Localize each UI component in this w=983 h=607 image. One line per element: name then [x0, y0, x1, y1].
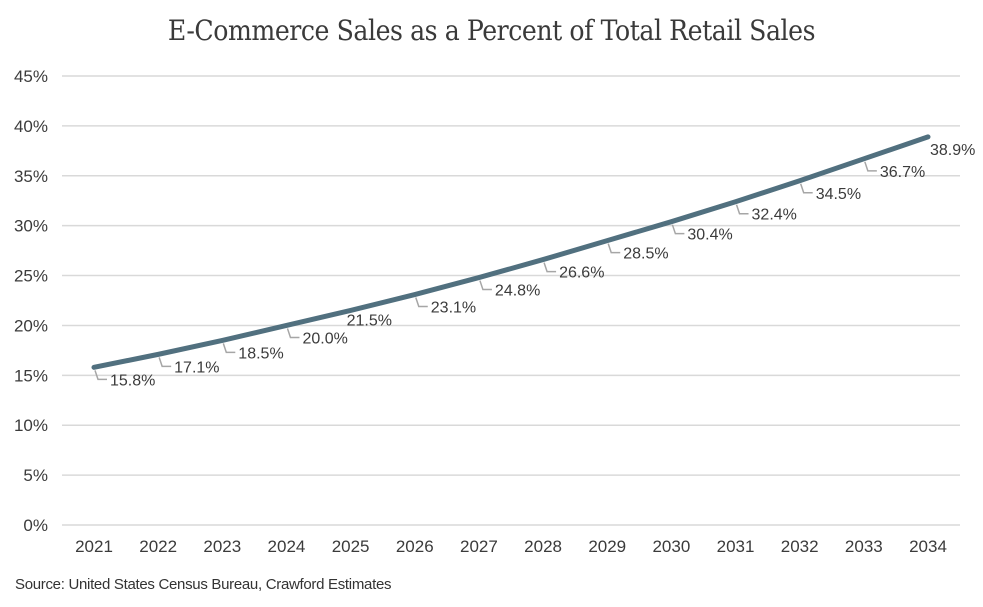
x-tick-label: 2029	[588, 537, 626, 556]
data-label: 24.8%	[495, 283, 540, 300]
data-label: 26.6%	[559, 265, 604, 282]
data-label: 23.1%	[431, 300, 476, 317]
leader-line	[799, 183, 813, 194]
source-note: Source: United States Census Bureau, Cra…	[15, 576, 392, 593]
data-label: 36.7%	[880, 164, 925, 181]
x-tick-label: 2022	[139, 537, 177, 556]
x-tick-label: 2023	[203, 537, 241, 556]
y-tick-label: 15%	[14, 366, 48, 385]
x-tick-label: 2028	[524, 537, 562, 556]
data-label-leader-lines	[94, 161, 877, 381]
x-tick-label: 2026	[396, 537, 434, 556]
leader-line	[479, 280, 492, 291]
x-tick-label: 2021	[75, 537, 113, 556]
leader-line	[415, 297, 428, 308]
y-tick-label: 35%	[14, 167, 48, 186]
y-tick-label: 10%	[14, 416, 48, 435]
x-tick-label: 2033	[845, 537, 883, 556]
y-tick-label: 30%	[14, 217, 48, 236]
gridlines	[62, 75, 960, 526]
leader-line	[158, 357, 172, 368]
x-tick-label: 2027	[460, 537, 498, 556]
leader-line	[543, 262, 557, 273]
x-axis-tick-labels: 2021 2022 2023 2024 2025 2026 2027 2028 2029 2030…	[75, 537, 947, 556]
y-tick-label: 20%	[14, 316, 48, 335]
data-label: 34.5%	[816, 186, 861, 203]
series-line	[91, 134, 931, 370]
leader-line	[607, 243, 621, 254]
chart-title: E-Commerce Sales as a Percent of Total R…	[167, 14, 816, 47]
data-label: 30.4%	[687, 227, 732, 244]
x-tick-label: 2031	[717, 537, 755, 556]
x-tick-label: 2024	[268, 537, 306, 556]
data-label: 28.5%	[623, 246, 668, 263]
data-label: 20.0%	[302, 330, 347, 347]
x-tick-label: 2034	[909, 537, 947, 556]
y-tick-label: 40%	[14, 117, 48, 136]
data-label: 18.5%	[238, 345, 283, 362]
leader-line	[671, 224, 685, 235]
y-tick-label: 25%	[14, 267, 48, 286]
leader-line	[864, 161, 877, 172]
y-tick-label: 45%	[14, 67, 48, 86]
data-labels: 15.8% 17.1% 18.5% 20.0%21.5% 23.1% 24.8% 26.6%…	[110, 142, 975, 389]
data-label: 17.1%	[174, 359, 219, 376]
y-axis-tick-labels: 0% 5% 10% 15% 20% 25% 30% 35% 40% 45%	[14, 67, 48, 535]
data-label: 15.8%	[110, 372, 155, 389]
x-tick-label: 2032	[781, 537, 819, 556]
y-tick-label: 5%	[23, 466, 48, 485]
x-tick-label: 2025	[332, 537, 370, 556]
leader-line	[286, 328, 300, 339]
data-label: 21.5%	[347, 312, 392, 329]
x-tick-label: 2030	[652, 537, 690, 556]
data-label: 38.9%	[930, 142, 975, 159]
series-line-group	[91, 134, 931, 370]
leader-line	[735, 204, 749, 215]
y-tick-label: 0%	[23, 516, 48, 535]
data-label: 32.4%	[752, 207, 797, 224]
leader-line	[94, 370, 107, 381]
leader-line	[222, 343, 236, 354]
